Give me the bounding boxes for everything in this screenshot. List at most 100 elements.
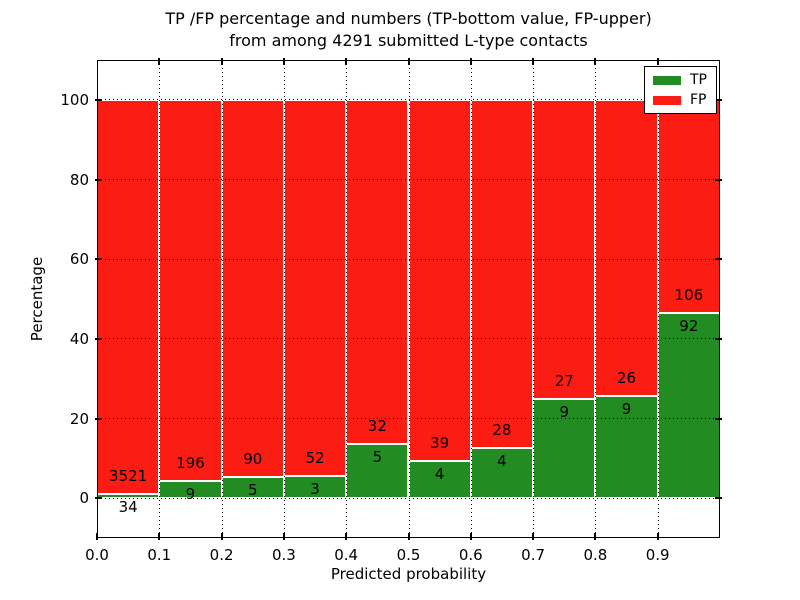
x-tick-mark-bottom: [407, 533, 410, 540]
y-tick-mark-right: [715, 337, 722, 340]
x-tick-mark-top: [469, 58, 472, 65]
y-tick-mark-right: [715, 178, 722, 181]
gridline-vertical: [408, 60, 410, 538]
x-tick-mark-top: [407, 58, 410, 65]
x-tick-label: 0.1: [147, 546, 172, 564]
bar-count-label-tp: 5: [372, 448, 383, 467]
chart-title-line2: from among 4291 submitted L-type contact…: [229, 31, 588, 50]
y-axis-label: Percentage: [28, 256, 46, 342]
gridline-vertical: [595, 60, 597, 538]
x-tick-label: 0.2: [209, 546, 234, 564]
plot-area: 0.9 0.8 0.7 0.6 0.5 0.4 0.3 0.2 0.1 0.0 100 80 60 40 2…: [28, 58, 722, 583]
bar-segment-fp: [283, 99, 347, 477]
bar-count-label-fp: 196: [176, 453, 205, 472]
gridline-horizontal: [97, 99, 720, 101]
bar-segment-fp: [595, 99, 658, 396]
legend-item-tp: TP: [653, 73, 707, 87]
y-tick-mark-left: [95, 98, 102, 101]
bar-segment-fp: [657, 99, 720, 314]
y-tick-mark-right: [715, 497, 722, 500]
bar-count-label-tp: 3: [310, 480, 320, 499]
y-tick-label: 100: [60, 90, 89, 109]
x-tick-mark-bottom: [594, 533, 597, 540]
gridline-vertical: [657, 60, 659, 538]
legend-item-fp: FP: [653, 93, 707, 107]
y-tick-label: 60: [69, 250, 89, 269]
y-tick-mark-right: [715, 258, 722, 261]
bar-count-label-tp: 34: [118, 498, 138, 517]
x-tick-mark-bottom: [532, 533, 535, 540]
y-tick-label: 40: [69, 329, 89, 348]
x-tick-mark-top: [220, 58, 223, 65]
bar-count-label-fp: 32: [367, 417, 387, 436]
bar-segment-fp: [159, 99, 222, 481]
y-tick-mark-left: [95, 337, 102, 340]
x-axis-label: Predicted probability: [330, 565, 487, 583]
x-tick-label: 0.6: [458, 546, 483, 564]
x-tick-mark-bottom: [345, 533, 348, 540]
chart-title-line1: TP /FP percentage and numbers (TP-bottom…: [165, 9, 652, 28]
gridline-horizontal: [97, 258, 720, 260]
x-tick-label: 0.9: [645, 546, 670, 564]
bar-segment-fp: [408, 99, 471, 462]
x-tick-label: 0.5: [396, 546, 421, 564]
y-tick-label: 0: [79, 489, 89, 508]
gridline-vertical: [346, 60, 348, 538]
legend-label-tp: TP: [690, 72, 707, 88]
bar-count-label-tp: 9: [185, 484, 196, 503]
x-tick-label: 0.8: [583, 546, 608, 564]
bar-segment-tp: [533, 398, 596, 499]
bar-segment-fp: [470, 99, 534, 449]
gridline-vertical: [159, 60, 161, 538]
x-tick-mark-bottom: [96, 533, 98, 540]
bar-count-label-fp: 26: [617, 368, 637, 387]
bar-segment-tp: [346, 444, 409, 499]
x-tick-label: 0.3: [271, 546, 296, 564]
bar-count-label-fp: 3521: [109, 467, 148, 486]
bar-count-label-fp: 39: [430, 434, 450, 453]
bar-segment-fp: [221, 99, 284, 478]
gridline-horizontal: [97, 338, 720, 340]
gridline-vertical: [283, 60, 285, 538]
x-tick-mark-top: [532, 58, 535, 65]
gridline-vertical: [470, 60, 472, 538]
legend-swatch-fp-icon: [653, 95, 681, 105]
bar-count-label-fp: 90: [243, 450, 263, 469]
x-tick-mark-bottom: [220, 533, 223, 540]
y-tick-mark-left: [95, 417, 102, 420]
y-tick-mark-right: [715, 417, 722, 420]
y-tick-mark-left: [95, 178, 102, 181]
x-tick-label: 0.4: [334, 546, 359, 564]
y-tick-mark-right: [715, 98, 722, 101]
y-tick-mark-left: [95, 258, 102, 261]
bar-count-label-tp: 4: [497, 452, 507, 471]
x-tick-mark-top: [345, 58, 348, 65]
x-tick-mark-bottom: [158, 533, 161, 540]
x-tick-label: 0.0: [85, 546, 109, 564]
x-tick-mark-top: [282, 58, 285, 65]
x-tick-mark-top: [158, 58, 161, 65]
bar-segment-fp: [533, 99, 596, 399]
bar-count-label-fp: 27: [554, 371, 574, 390]
gridline-horizontal: [97, 179, 720, 180]
bar-count-label-fp: 28: [492, 421, 512, 440]
bar-count-label-fp: 52: [305, 449, 325, 468]
y-tick-label: 80: [69, 170, 89, 189]
x-tick-mark-bottom: [656, 533, 659, 540]
bar-count-label-tp: 9: [621, 399, 632, 418]
bar-segment-tp: [657, 313, 720, 499]
bar-count-label-tp: 9: [559, 402, 570, 421]
legend-label-fp: FP: [690, 92, 707, 108]
x-tick-label: 0.7: [521, 546, 546, 564]
bar-count-label-tp: 4: [434, 465, 445, 484]
bar-count-label-tp: 5: [247, 481, 258, 500]
x-tick-mark-top: [594, 58, 597, 65]
bar-segment-fp: [97, 99, 160, 495]
bar-count-label-tp: 92: [679, 317, 699, 336]
gridline-horizontal: [97, 418, 720, 419]
gridline-vertical: [221, 60, 223, 538]
legend-swatch-tp-icon: [653, 75, 681, 85]
bar-segment-fp: [346, 99, 409, 445]
bar-count-label-fp: 106: [674, 286, 704, 305]
